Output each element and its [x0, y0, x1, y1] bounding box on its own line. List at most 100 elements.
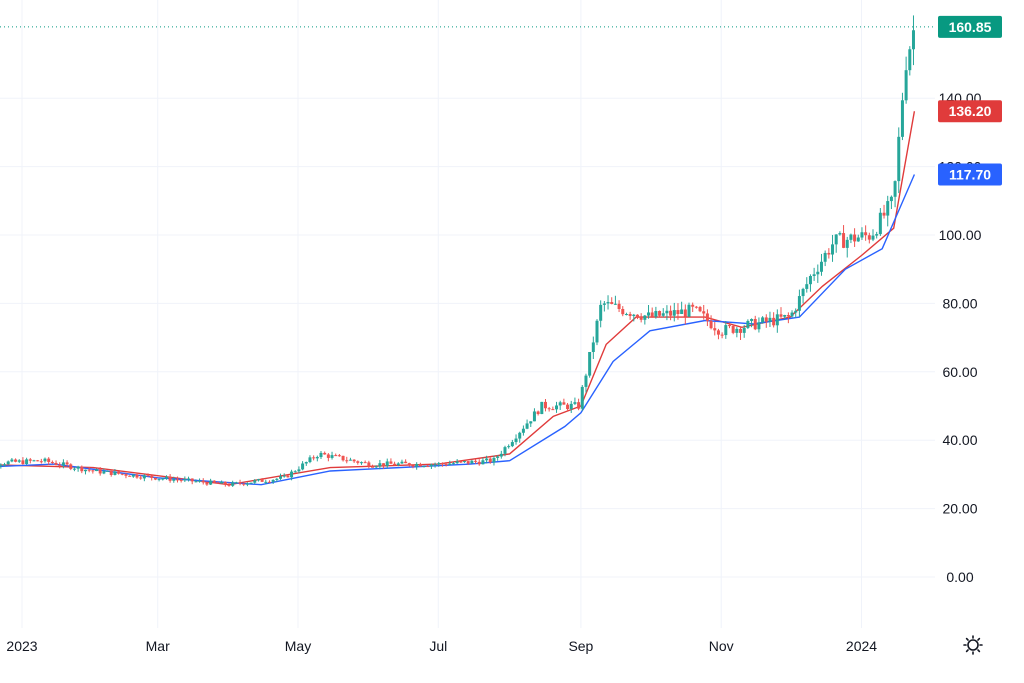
candle-body	[702, 311, 706, 314]
candle-body	[720, 334, 724, 336]
candle-body	[201, 480, 205, 483]
candle-body	[389, 461, 393, 464]
candle-body	[43, 458, 47, 462]
candle-body	[102, 471, 106, 474]
candle-body	[212, 480, 216, 483]
moving-average-lines	[0, 111, 916, 486]
price-badge-label: 160.85	[949, 19, 992, 35]
candle-body	[713, 328, 717, 331]
candle-body	[120, 473, 124, 475]
candle-body	[488, 458, 492, 463]
candle-body	[371, 466, 375, 468]
candle-body	[275, 478, 279, 480]
price-badges: 160.85 136.20 117.70	[938, 15, 1002, 186]
moving-average-line	[0, 111, 916, 486]
candle-body	[654, 311, 658, 317]
candle-body	[566, 404, 570, 410]
candle-body	[466, 461, 470, 464]
candle-body	[834, 234, 838, 245]
candle-body	[764, 317, 768, 322]
candle-body	[374, 466, 378, 468]
candle-body	[334, 455, 338, 457]
candle-body	[672, 310, 676, 316]
candle-body	[761, 317, 765, 323]
candle-body	[242, 483, 246, 485]
candle-body	[871, 235, 875, 240]
candle-body	[293, 471, 297, 473]
candle-body	[602, 303, 606, 305]
candle-body	[0, 464, 3, 466]
candle-body	[231, 482, 235, 486]
candle-body	[440, 463, 444, 465]
candle-body	[142, 475, 146, 479]
candle-body	[591, 342, 595, 352]
candle-body	[889, 196, 893, 202]
candle-body	[617, 303, 621, 309]
candle-body	[786, 315, 790, 317]
candle-body	[676, 310, 680, 314]
candle-body	[742, 327, 746, 333]
candle-body	[842, 233, 846, 248]
candle-body	[72, 468, 76, 470]
candle-body	[801, 288, 805, 297]
y-tick-label: 40.00	[942, 432, 977, 448]
candle-body	[543, 401, 547, 409]
candle-body	[727, 325, 731, 327]
candle-body	[345, 460, 349, 462]
candle-body	[845, 239, 849, 248]
candle-body	[790, 312, 794, 317]
candle-body	[805, 284, 809, 289]
candle-body	[209, 480, 213, 485]
candle-body	[584, 375, 588, 387]
candle-body	[168, 476, 172, 481]
x-tick-label: 2023	[6, 638, 37, 654]
candle-body	[739, 328, 743, 333]
candle-body	[124, 474, 128, 476]
y-tick-label: 60.00	[942, 364, 977, 380]
candle-body	[812, 274, 816, 276]
y-tick-label: 20.00	[942, 501, 977, 517]
candle-body	[448, 463, 452, 465]
time-axis[interactable]: 2023 Mar May Jul Sep Nov 2024	[6, 638, 877, 654]
candle-body	[61, 462, 65, 466]
candle-body	[194, 481, 198, 483]
candle-body	[558, 402, 562, 406]
price-badge-long-ema: 117.70	[938, 163, 1002, 186]
candle-body	[698, 306, 702, 312]
candle-body	[437, 463, 441, 465]
candle-body	[783, 315, 787, 317]
candle-body	[775, 314, 779, 326]
candle-body	[499, 453, 503, 457]
candle-body	[172, 479, 176, 481]
candle-body	[694, 306, 698, 308]
candle-body	[823, 252, 827, 262]
candle-body	[547, 408, 551, 410]
y-tick-label: 0.00	[946, 569, 973, 585]
candle-body	[856, 237, 860, 242]
candle-body	[831, 244, 835, 255]
candle-body	[463, 461, 467, 463]
candle-body	[54, 462, 58, 465]
candle-body	[768, 317, 772, 322]
candle-body	[341, 455, 345, 461]
candle-body	[514, 438, 518, 443]
candle-body	[908, 49, 912, 71]
candle-body	[21, 460, 25, 464]
candle-body	[683, 309, 687, 317]
candle-body	[157, 478, 161, 480]
candle-body	[359, 462, 363, 464]
price-axis[interactable]: 0.0020.0040.0060.0080.00100.00120.00140.…	[939, 90, 982, 585]
x-tick-label: Mar	[146, 638, 170, 654]
candle-body	[32, 460, 36, 462]
candle-body	[205, 482, 209, 485]
candle-body	[735, 328, 739, 333]
candle-body	[227, 484, 231, 486]
candle-body	[330, 455, 334, 458]
candle-body	[661, 313, 665, 316]
candle-body	[897, 136, 901, 182]
gear-icon[interactable]	[963, 635, 983, 655]
candle-body	[606, 302, 610, 304]
candle-body	[106, 470, 110, 472]
candle-body	[279, 476, 283, 479]
